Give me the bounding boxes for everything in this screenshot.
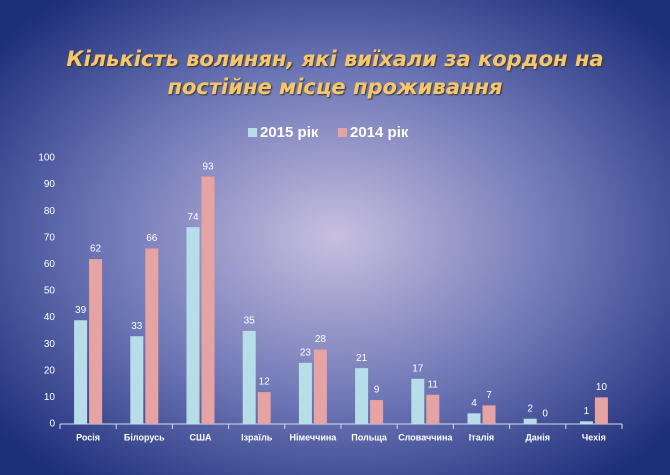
data-label: 21 [356,353,368,364]
bar [426,394,440,424]
bar [482,405,496,424]
bar [257,392,271,424]
x-tick-label: Німеччина [289,432,337,442]
y-tick-label: 40 [44,312,56,323]
bar [411,378,425,424]
y-tick-label: 80 [44,206,56,217]
chart-title: постійне місце проживання [167,75,502,99]
data-label: 7 [486,390,492,401]
bar [355,368,369,424]
legend-label: 2015 рік [260,124,319,141]
data-label: 93 [202,161,214,172]
legend-swatch [248,128,257,137]
bar [579,421,593,424]
bar [313,349,327,424]
x-tick-label: Польща [351,432,388,442]
x-tick-label: Білорусь [124,432,165,442]
data-label: 11 [428,379,439,390]
y-tick-label: 70 [44,232,56,243]
data-label: 9 [374,385,380,396]
x-tick-label: Чехія [582,432,606,442]
bar [74,320,88,424]
y-tick-label: 60 [44,259,56,270]
y-tick-label: 10 [44,392,56,403]
y-tick-label: 50 [44,286,56,297]
data-label: 28 [315,334,327,345]
x-tick-label: Італія [469,432,494,442]
y-tick-label: 30 [44,339,56,350]
x-tick-label: Словаччина [398,432,453,442]
bar [89,259,103,424]
data-label: 4 [471,398,477,409]
bar [298,362,312,424]
data-label: 66 [146,233,158,244]
data-label: 39 [75,305,87,316]
y-tick-label: 0 [49,419,55,430]
bar [523,418,537,424]
data-label: 23 [300,347,312,358]
data-label: 17 [412,363,424,374]
bar [594,397,608,424]
bar [145,248,159,424]
data-label: 1 [584,406,590,417]
data-label: 10 [596,382,608,393]
data-label: 62 [90,244,102,255]
bar [186,227,200,424]
y-tick-label: 100 [38,153,55,164]
chart-title: Кількість волинян, які виїхали за кордон… [66,47,603,71]
data-label: 35 [244,316,256,327]
x-tick-label: США [189,432,212,442]
x-tick-label: Ізраїль [241,432,273,442]
y-tick-label: 20 [44,365,56,376]
data-label: 12 [259,377,271,388]
bar [242,330,256,424]
legend-swatch [338,128,347,137]
bar [370,400,384,424]
y-tick-label: 90 [44,179,56,190]
x-tick-label: Данія [525,432,550,442]
bar [467,413,481,424]
data-label: 2 [527,403,533,414]
data-label: 0 [542,409,548,420]
x-tick-label: Росія [76,432,100,442]
data-label: 33 [131,321,143,332]
bar [130,336,144,424]
bar [201,176,215,424]
legend-label: 2014 рік [350,124,409,141]
data-label: 74 [187,212,199,223]
